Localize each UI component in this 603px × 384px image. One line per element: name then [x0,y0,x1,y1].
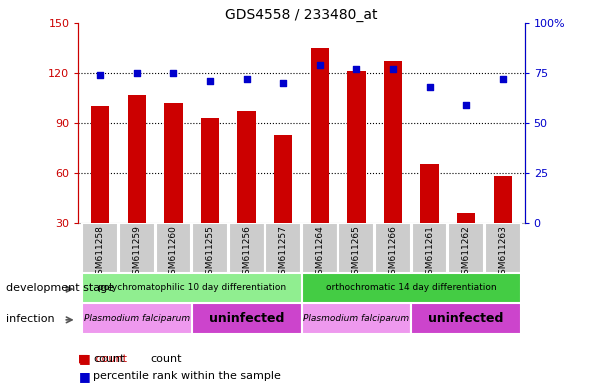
Point [461,102,471,108]
Point [205,78,215,84]
Text: GSM611263: GSM611263 [498,225,507,280]
Text: uninfected: uninfected [209,312,285,325]
Text: Plasmodium falciparum: Plasmodium falciparum [303,314,409,323]
Point [95,72,105,78]
Text: percentile rank within the sample: percentile rank within the sample [93,371,282,381]
Text: GSM611255: GSM611255 [206,225,215,280]
Text: ■: ■ [78,370,90,383]
Title: GDS4558 / 233480_at: GDS4558 / 233480_at [226,8,377,22]
Point [388,66,398,72]
Bar [302,273,521,303]
Bar [91,106,110,223]
Text: Plasmodium falciparum: Plasmodium falciparum [84,314,190,323]
Bar [83,223,118,273]
Text: polychromatophilic 10 day differentiation: polychromatophilic 10 day differentiatio… [98,283,286,293]
Bar [201,118,219,223]
Bar [238,111,256,223]
Bar [302,223,338,273]
Bar [411,303,521,334]
Bar [485,223,520,273]
Text: GSM611257: GSM611257 [279,225,288,280]
Bar [82,303,192,334]
Text: GSM611264: GSM611264 [315,225,324,280]
Bar [412,223,447,273]
Point [425,84,434,90]
Point [242,76,251,82]
Text: GSM611260: GSM611260 [169,225,178,280]
Text: GSM611258: GSM611258 [96,225,105,280]
Bar [192,303,302,334]
Bar [192,223,228,273]
Bar [493,176,512,223]
Bar [457,213,475,223]
Text: GSM611256: GSM611256 [242,225,251,280]
Text: GSM611262: GSM611262 [461,225,470,280]
Bar [302,303,411,334]
Text: GSM611266: GSM611266 [388,225,397,280]
Text: infection: infection [6,314,55,324]
Bar [82,273,302,303]
Point [132,70,142,76]
Bar [347,71,365,223]
Point [169,70,178,76]
Point [315,62,324,68]
Text: count: count [93,354,125,364]
Text: orthochromatic 14 day differentiation: orthochromatic 14 day differentiation [326,283,496,293]
Point [279,80,288,86]
Text: GSM611259: GSM611259 [133,225,142,280]
Text: development stage: development stage [6,283,114,293]
Text: uninfected: uninfected [428,312,504,325]
Bar [119,223,155,273]
Text: GSM611261: GSM611261 [425,225,434,280]
Bar [128,94,146,223]
Point [498,76,508,82]
Bar [265,223,301,273]
Bar [311,48,329,223]
Text: count: count [151,354,182,364]
Bar [338,223,374,273]
Bar [156,223,191,273]
Bar [229,223,265,273]
Bar [375,223,411,273]
Bar [165,103,183,223]
Text: ■  count: ■ count [78,354,127,364]
Point [352,66,361,72]
Bar [448,223,484,273]
Text: ■: ■ [78,353,90,366]
Bar [420,164,438,223]
Bar [384,61,402,223]
Bar [274,134,292,223]
Text: GSM611265: GSM611265 [352,225,361,280]
